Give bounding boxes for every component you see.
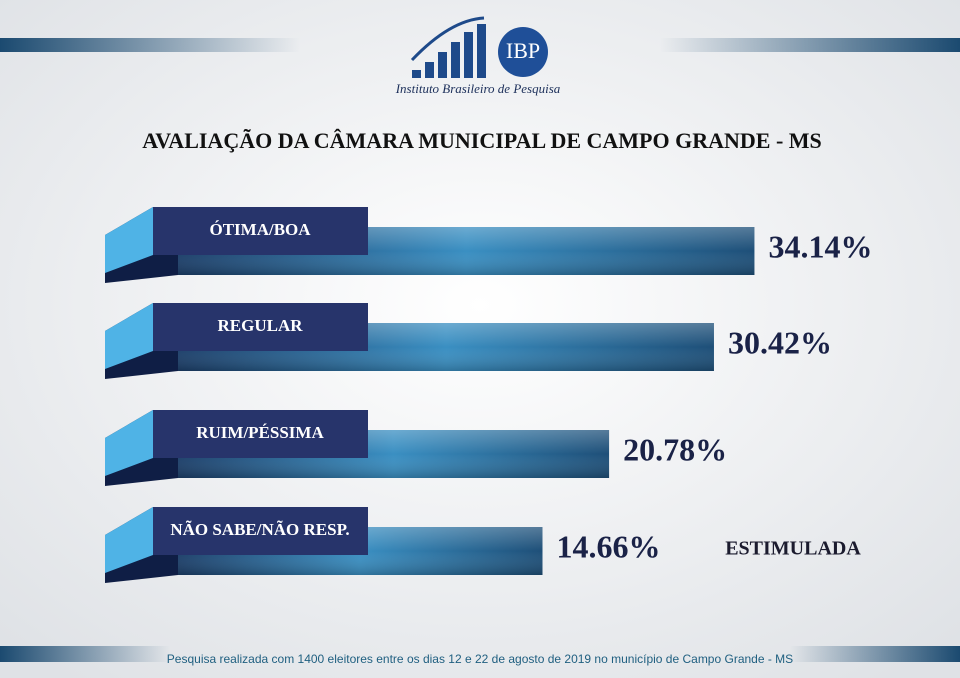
bar-side <box>105 507 153 573</box>
stripe <box>790 646 960 662</box>
value-label: 14.66% <box>557 528 661 564</box>
stripe <box>660 38 960 52</box>
logo: IBP Instituto Brasileiro de Pesquisa <box>395 16 561 96</box>
label-box <box>153 303 368 351</box>
annotation: ESTIMULADA <box>725 538 861 560</box>
label-box <box>153 410 368 458</box>
stripe <box>0 38 300 52</box>
bar-side <box>105 410 153 476</box>
value-label: 20.78% <box>623 431 727 467</box>
label-box <box>153 507 368 555</box>
label-box <box>153 207 368 255</box>
logo-name: Instituto Brasileiro de Pesquisa <box>395 81 561 96</box>
stripe <box>0 646 170 662</box>
value-label: 30.42% <box>728 324 832 360</box>
value-label: 34.14% <box>768 228 872 264</box>
chart-title: AVALIAÇÃO DA CÂMARA MUNICIPAL DE CAMPO G… <box>142 128 822 153</box>
bar-side <box>105 303 153 369</box>
footnote: Pesquisa realizada com 1400 eleitores en… <box>167 652 793 666</box>
category-label: RUIM/PÉSSIMA <box>196 423 324 442</box>
category-label: REGULAR <box>217 316 303 335</box>
category-label: ÓTIMA/BOA <box>209 220 311 239</box>
bar-side <box>105 207 153 273</box>
logo-mark: IBP <box>506 38 540 63</box>
category-label: NÃO SABE/NÃO RESP. <box>170 520 349 539</box>
